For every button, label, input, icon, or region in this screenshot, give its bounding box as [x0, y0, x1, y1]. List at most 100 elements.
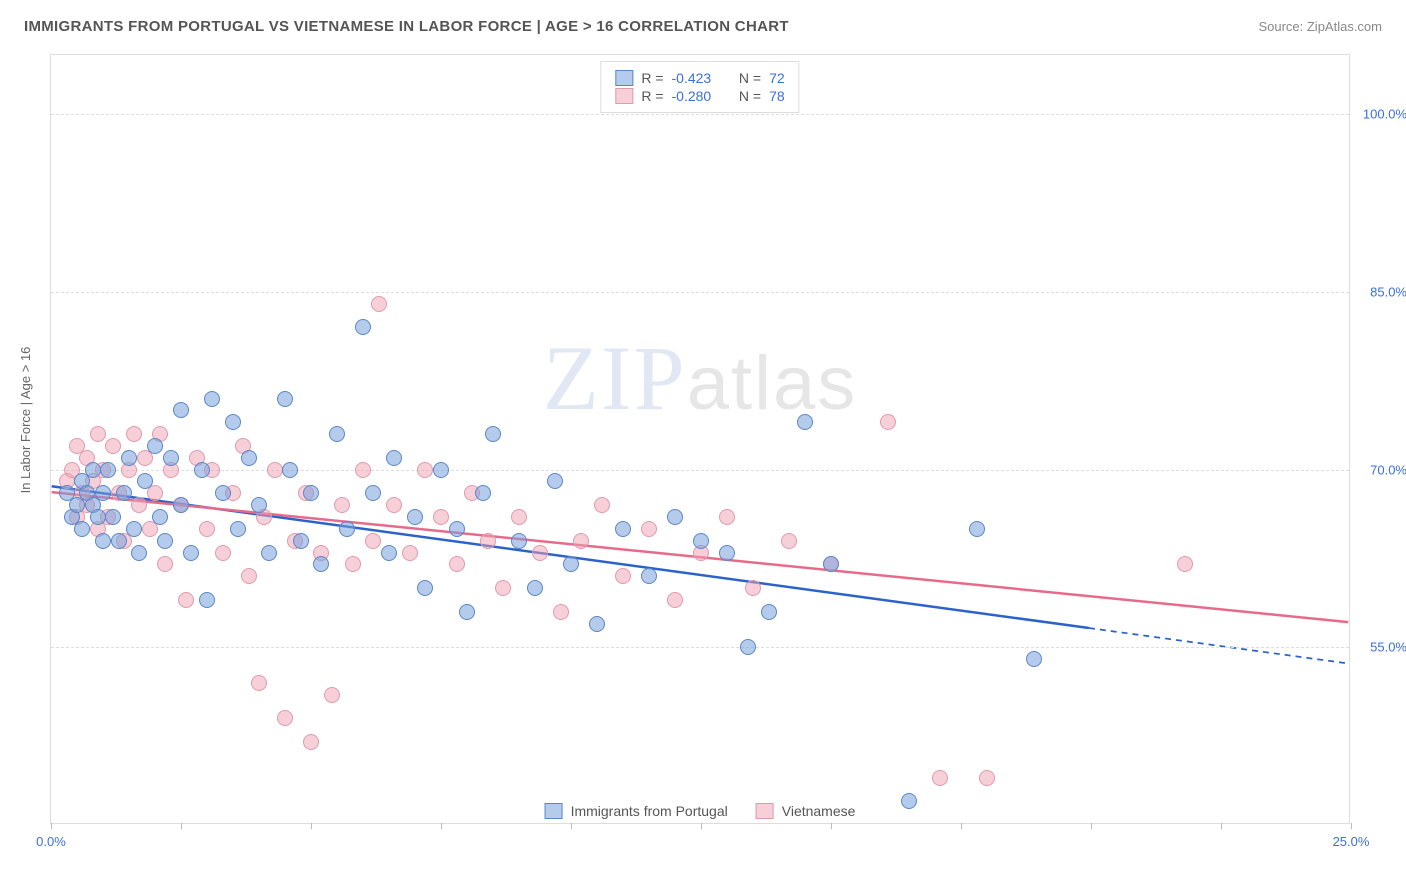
- legend-swatch-portugal: [545, 803, 563, 819]
- scatter-point-portugal: [157, 533, 173, 549]
- scatter-point-portugal: [641, 568, 657, 584]
- scatter-point-portugal: [173, 497, 189, 513]
- scatter-point-portugal: [204, 391, 220, 407]
- scatter-point-vietnamese: [131, 497, 147, 513]
- scatter-point-portugal: [225, 414, 241, 430]
- scatter-point-portugal: [152, 509, 168, 525]
- legend-bottom-item-portugal: Immigrants from Portugal: [545, 803, 728, 819]
- scatter-point-portugal: [215, 485, 231, 501]
- legend-swatch-vietnamese: [615, 88, 633, 104]
- y-tick-label: 55.0%: [1370, 640, 1406, 655]
- scatter-point-vietnamese: [386, 497, 402, 513]
- scatter-point-portugal: [282, 462, 298, 478]
- scatter-point-vietnamese: [365, 533, 381, 549]
- watermark-part1: ZIP: [543, 327, 687, 429]
- r-value: -0.280: [672, 88, 712, 104]
- scatter-point-vietnamese: [495, 580, 511, 596]
- n-value: 72: [769, 70, 785, 86]
- scatter-point-portugal: [615, 521, 631, 537]
- scatter-point-portugal: [105, 509, 121, 525]
- r-label: R =: [641, 70, 663, 86]
- scatter-point-portugal: [74, 521, 90, 537]
- scatter-point-vietnamese: [667, 592, 683, 608]
- legend-top-row-vietnamese: R = -0.280 N = 78: [615, 88, 784, 104]
- scatter-point-vietnamese: [251, 675, 267, 691]
- scatter-point-portugal: [547, 473, 563, 489]
- scatter-point-vietnamese: [277, 710, 293, 726]
- n-label: N =: [739, 70, 761, 86]
- scatter-point-portugal: [230, 521, 246, 537]
- scatter-point-vietnamese: [90, 426, 106, 442]
- scatter-point-portugal: [85, 462, 101, 478]
- scatter-point-vietnamese: [345, 556, 361, 572]
- scatter-point-portugal: [667, 509, 683, 525]
- scatter-point-portugal: [433, 462, 449, 478]
- scatter-point-portugal: [740, 639, 756, 655]
- legend-label: Immigrants from Portugal: [571, 803, 728, 819]
- scatter-point-vietnamese: [979, 770, 995, 786]
- scatter-point-portugal: [589, 616, 605, 632]
- scatter-point-vietnamese: [553, 604, 569, 620]
- x-tick: [181, 823, 182, 829]
- scatter-point-portugal: [173, 402, 189, 418]
- watermark: ZIPatlas: [543, 325, 858, 431]
- scatter-point-portugal: [116, 485, 132, 501]
- scatter-point-vietnamese: [178, 592, 194, 608]
- scatter-point-vietnamese: [532, 545, 548, 561]
- source-name: ZipAtlas.com: [1307, 19, 1382, 34]
- x-tick: [441, 823, 442, 829]
- y-tick-label: 100.0%: [1363, 107, 1406, 122]
- scatter-point-portugal: [1026, 651, 1042, 667]
- scatter-point-portugal: [183, 545, 199, 561]
- scatter-point-portugal: [475, 485, 491, 501]
- scatter-point-vietnamese: [641, 521, 657, 537]
- legend-top-row-portugal: R = -0.423 N = 72: [615, 70, 784, 86]
- scatter-point-portugal: [137, 473, 153, 489]
- scatter-point-vietnamese: [126, 426, 142, 442]
- gridline: [51, 114, 1349, 115]
- scatter-point-portugal: [355, 319, 371, 335]
- scatter-point-vietnamese: [511, 509, 527, 525]
- scatter-point-vietnamese: [932, 770, 948, 786]
- scatter-point-vietnamese: [355, 462, 371, 478]
- scatter-point-portugal: [163, 450, 179, 466]
- scatter-point-vietnamese: [449, 556, 465, 572]
- legend-top: R = -0.423 N = 72 R = -0.280 N = 78: [600, 61, 799, 113]
- x-tick: [571, 823, 572, 829]
- legend-label: Vietnamese: [782, 803, 856, 819]
- gridline: [51, 292, 1349, 293]
- x-tick: [1351, 823, 1352, 829]
- scatter-point-portugal: [449, 521, 465, 537]
- scatter-point-portugal: [485, 426, 501, 442]
- gridline: [51, 647, 1349, 648]
- scatter-point-portugal: [407, 509, 423, 525]
- scatter-point-portugal: [293, 533, 309, 549]
- scatter-point-portugal: [797, 414, 813, 430]
- x-tick: [311, 823, 312, 829]
- source-attribution: Source: ZipAtlas.com: [1258, 19, 1382, 34]
- scatter-point-vietnamese: [1177, 556, 1193, 572]
- scatter-point-portugal: [459, 604, 475, 620]
- scatter-point-portugal: [251, 497, 267, 513]
- scatter-point-portugal: [381, 545, 397, 561]
- scatter-point-portugal: [277, 391, 293, 407]
- legend-swatch-vietnamese: [756, 803, 774, 819]
- scatter-point-vietnamese: [215, 545, 231, 561]
- r-value: -0.423: [672, 70, 712, 86]
- scatter-point-portugal: [261, 545, 277, 561]
- scatter-point-portugal: [241, 450, 257, 466]
- scatter-point-portugal: [823, 556, 839, 572]
- scatter-point-vietnamese: [480, 533, 496, 549]
- scatter-chart: ZIPatlas 55.0%70.0%85.0%100.0%0.0%25.0%R…: [50, 54, 1350, 824]
- scatter-point-vietnamese: [267, 462, 283, 478]
- scatter-point-vietnamese: [880, 414, 896, 430]
- x-tick-label: 25.0%: [1333, 834, 1370, 849]
- scatter-point-vietnamese: [615, 568, 631, 584]
- scatter-point-portugal: [90, 509, 106, 525]
- scatter-point-portugal: [761, 604, 777, 620]
- scatter-point-vietnamese: [594, 497, 610, 513]
- scatter-point-portugal: [313, 556, 329, 572]
- scatter-point-portugal: [121, 450, 137, 466]
- x-tick-label: 0.0%: [36, 834, 66, 849]
- x-tick: [701, 823, 702, 829]
